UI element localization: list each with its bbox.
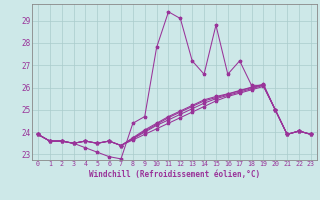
X-axis label: Windchill (Refroidissement éolien,°C): Windchill (Refroidissement éolien,°C): [89, 170, 260, 179]
